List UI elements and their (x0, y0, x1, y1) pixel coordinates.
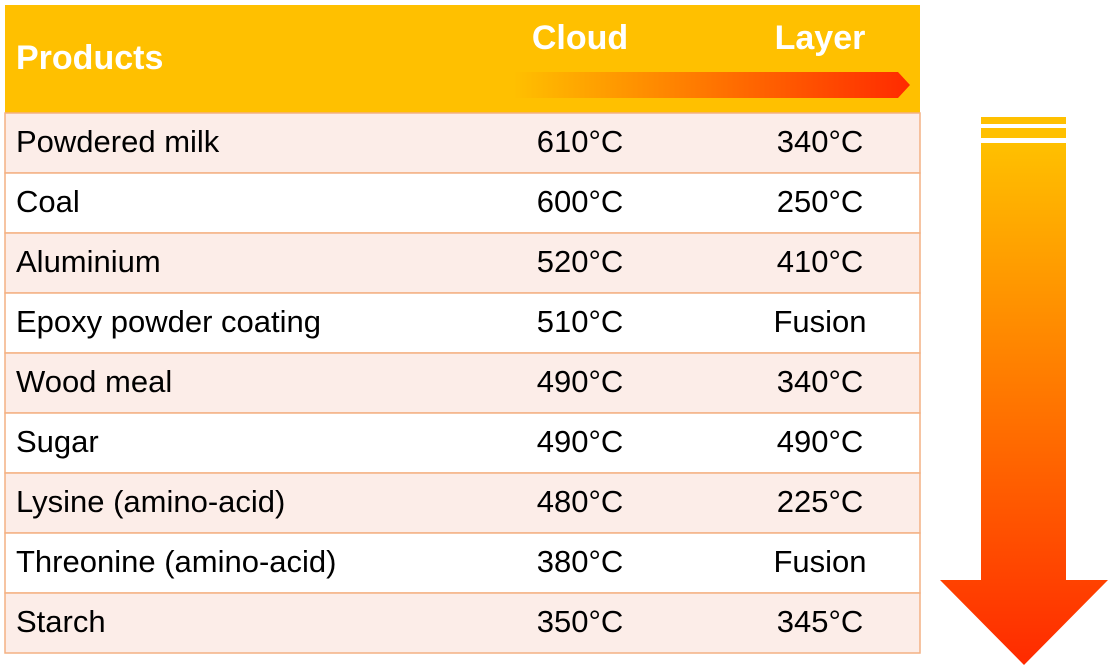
table-cell: 225°C (777, 484, 864, 519)
table-row (4, 592, 921, 654)
table-cell: 490°C (537, 424, 624, 459)
table-cell: Wood meal (16, 364, 172, 399)
table-cell: 340°C (777, 364, 864, 399)
table-row (4, 472, 921, 534)
table-row (4, 532, 921, 594)
table-cell: 600°C (537, 184, 624, 219)
table-cell: 350°C (537, 604, 624, 639)
table-cell: 250°C (777, 184, 864, 219)
table-cell: Sugar (16, 424, 99, 459)
header-arrow (513, 72, 910, 98)
table-cell: 490°C (777, 424, 864, 459)
table-cell: Fusion (773, 304, 866, 339)
table-cell: Epoxy powder coating (16, 304, 321, 339)
table-cell: 340°C (777, 124, 864, 159)
header-products: Products (16, 39, 163, 77)
table-cell: Fusion (773, 544, 866, 579)
header-cloud: Cloud (532, 19, 628, 57)
table-cell: 410°C (777, 244, 864, 279)
table-row (4, 112, 921, 174)
header-layer: Layer (775, 19, 866, 57)
table-row (4, 172, 921, 234)
table-cell: Lysine (amino-acid) (16, 484, 285, 519)
down-arrow (940, 117, 1108, 665)
table-cell: Starch (16, 604, 106, 639)
table-cell: 480°C (537, 484, 624, 519)
table-cell: Coal (16, 184, 80, 219)
table-cell: 490°C (537, 364, 624, 399)
table-row (4, 232, 921, 294)
table-cell: 345°C (777, 604, 864, 639)
table-cell: 520°C (537, 244, 624, 279)
table-cell: 610°C (537, 124, 624, 159)
table-cell: Aluminium (16, 244, 161, 279)
table-cell: 380°C (537, 544, 624, 579)
table-cell: Powdered milk (16, 124, 220, 159)
table-cell: 510°C (537, 304, 624, 339)
table-body: Powdered milk 610°C 340°C Coal 600°C 250°C Alu… (4, 112, 921, 654)
table-cell: Threonine (amino-acid) (16, 544, 336, 579)
